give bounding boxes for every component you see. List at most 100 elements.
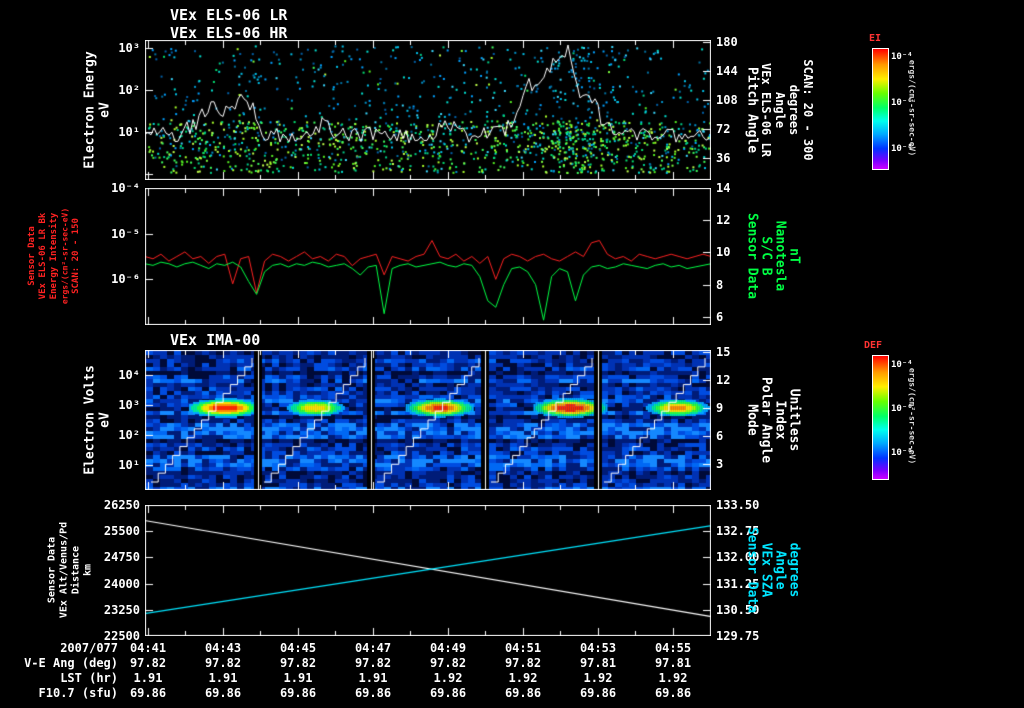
rotated-axis-label: Unitless xyxy=(786,388,802,452)
time-tick-label: 04:53 xyxy=(579,641,617,655)
axis-tick-label: 6 xyxy=(716,429,724,443)
axis-tick-label: 25500 xyxy=(103,524,140,538)
axis-tick-label: 180 xyxy=(716,35,738,49)
rotated-axis-label: Sensor Data xyxy=(27,226,37,286)
rotated-axis-label: eV xyxy=(97,412,113,428)
time-tick-label: 04:55 xyxy=(654,641,692,655)
axis-tick-label: 10¹ xyxy=(118,458,140,472)
table-value: 97.82 xyxy=(129,656,167,670)
rotated-axis-label: Sensor Data xyxy=(744,212,760,300)
table-value: 97.81 xyxy=(579,656,617,670)
panel1-title-line1: VEx ELS-06 LR xyxy=(170,6,288,24)
rotated-axis-label: ergs/(cm²-sr-sec-eV) xyxy=(907,59,917,157)
time-tick-label: 04:45 xyxy=(279,641,317,655)
axis-tick-label: 10³ xyxy=(118,398,140,412)
colorbar-tick-label: 10⁻⁸ xyxy=(891,448,913,458)
rotated-axis-label: Angle xyxy=(772,550,788,590)
table-value: 1.91 xyxy=(208,671,238,685)
time-tick-label: 04:49 xyxy=(429,641,467,655)
rotated-axis-label: Distance xyxy=(70,545,82,595)
axis-tick-label: 129.75 xyxy=(716,629,760,643)
colorbar-tick-label: 10⁻⁸ xyxy=(891,144,913,154)
table-value: 69.86 xyxy=(504,686,542,700)
colorbar-def-label: DEF xyxy=(864,340,883,351)
axis-tick-label: 132.00 xyxy=(716,550,760,564)
table-value: 97.82 xyxy=(354,656,392,670)
axis-tick-label: 6 xyxy=(716,310,724,324)
axis-tick-label: 26250 xyxy=(103,498,140,512)
table-value: 97.81 xyxy=(654,656,692,670)
els-spectrogram-panel xyxy=(145,40,711,180)
els-spectrogram-canvas xyxy=(145,40,711,180)
rotated-axis-label: SCAN: 20 - 150 xyxy=(71,218,81,294)
rotated-axis-label: VEx ELS-06 LR xyxy=(759,63,773,157)
rotated-axis-label: Sensor Data xyxy=(744,526,760,614)
table-row-label: F10.7 (sfu) xyxy=(38,686,118,700)
rotated-axis-label: degrees xyxy=(787,84,801,136)
axis-tick-label: 10⁻⁴ xyxy=(111,181,140,195)
axis-tick-label: 10³ xyxy=(118,41,140,55)
rotated-axis-label: Nanotesla xyxy=(772,220,788,292)
table-value: 69.86 xyxy=(579,686,617,700)
rotated-axis-label: SCAN: 20 - 300 xyxy=(801,59,815,161)
rotated-axis-label: VEx SZA xyxy=(758,542,774,598)
intensity-b-line-canvas xyxy=(145,188,711,325)
table-value: 1.92 xyxy=(583,671,613,685)
table-value: 97.82 xyxy=(279,656,317,670)
table-row-label: LST (hr) xyxy=(60,671,118,685)
table-value: 69.86 xyxy=(429,686,467,700)
rotated-axis-label: VEx Alt/Venus/Pd xyxy=(58,521,70,619)
axis-tick-label: 10⁻⁶ xyxy=(111,272,140,286)
table-value: 1.91 xyxy=(133,671,163,685)
time-tick-label: 04:43 xyxy=(204,641,242,655)
rotated-axis-label: Pitch Angle xyxy=(744,66,760,154)
axis-tick-label: 132.75 xyxy=(716,524,760,538)
colorbar-tick-label: 10⁻⁴ xyxy=(891,360,913,370)
axis-tick-label: 10 xyxy=(716,245,731,259)
axis-tick-label: 10⁴ xyxy=(118,368,140,382)
rotated-axis-label: VEx ELS-06 LR Bk xyxy=(38,212,48,300)
axis-tick-label: 24000 xyxy=(103,577,140,591)
panel1-title-line2: VEx ELS-06 HR xyxy=(170,24,288,42)
colorbar-def xyxy=(872,355,889,480)
table-value: 69.86 xyxy=(129,686,167,700)
table-value: 69.86 xyxy=(204,686,242,700)
table-value: 97.82 xyxy=(429,656,467,670)
rotated-axis-label: eV xyxy=(97,102,113,118)
axis-tick-label: 8 xyxy=(716,278,724,292)
rotated-axis-label: degrees xyxy=(786,542,802,598)
axis-tick-label: 10² xyxy=(118,428,140,442)
time-tick-label: 04:47 xyxy=(354,641,392,655)
ima-spectrogram-panel xyxy=(145,350,711,490)
ima-spectrogram-canvas xyxy=(145,350,711,490)
axis-tick-label: 22500 xyxy=(103,629,140,643)
table-value: 1.91 xyxy=(283,671,313,685)
axis-tick-label: 12 xyxy=(716,373,731,387)
table-value: 1.92 xyxy=(433,671,463,685)
axis-tick-label: 10² xyxy=(118,83,140,97)
rotated-axis-label: Sensor Data xyxy=(46,536,58,604)
table-value: 69.86 xyxy=(354,686,392,700)
axis-tick-label: 24750 xyxy=(103,550,140,564)
time-tick-label: 04:41 xyxy=(129,641,167,655)
intensity-b-line-panel xyxy=(145,188,711,325)
axis-tick-label: 9 xyxy=(716,401,724,415)
rotated-axis-label: S/C B xyxy=(758,236,774,276)
date-label: 2007/077 xyxy=(60,641,118,655)
rotated-axis-label: nT xyxy=(786,248,802,264)
table-value: 69.86 xyxy=(279,686,317,700)
table-value: 1.91 xyxy=(358,671,388,685)
rotated-axis-label: Index xyxy=(772,400,788,440)
table-value: 97.82 xyxy=(204,656,242,670)
axis-tick-label: 3 xyxy=(716,457,724,471)
axis-tick-label: 12 xyxy=(716,213,731,227)
colorbar-ei-label: EI xyxy=(869,33,882,44)
time-tick-label: 04:51 xyxy=(504,641,542,655)
colorbar-tick-label: 10⁻⁴ xyxy=(891,52,913,62)
table-value: 1.92 xyxy=(658,671,688,685)
colorbar-tick-label: 10⁻⁶ xyxy=(891,98,913,108)
table-value: 69.86 xyxy=(654,686,692,700)
altitude-sza-canvas xyxy=(145,505,711,636)
table-value: 97.82 xyxy=(504,656,542,670)
